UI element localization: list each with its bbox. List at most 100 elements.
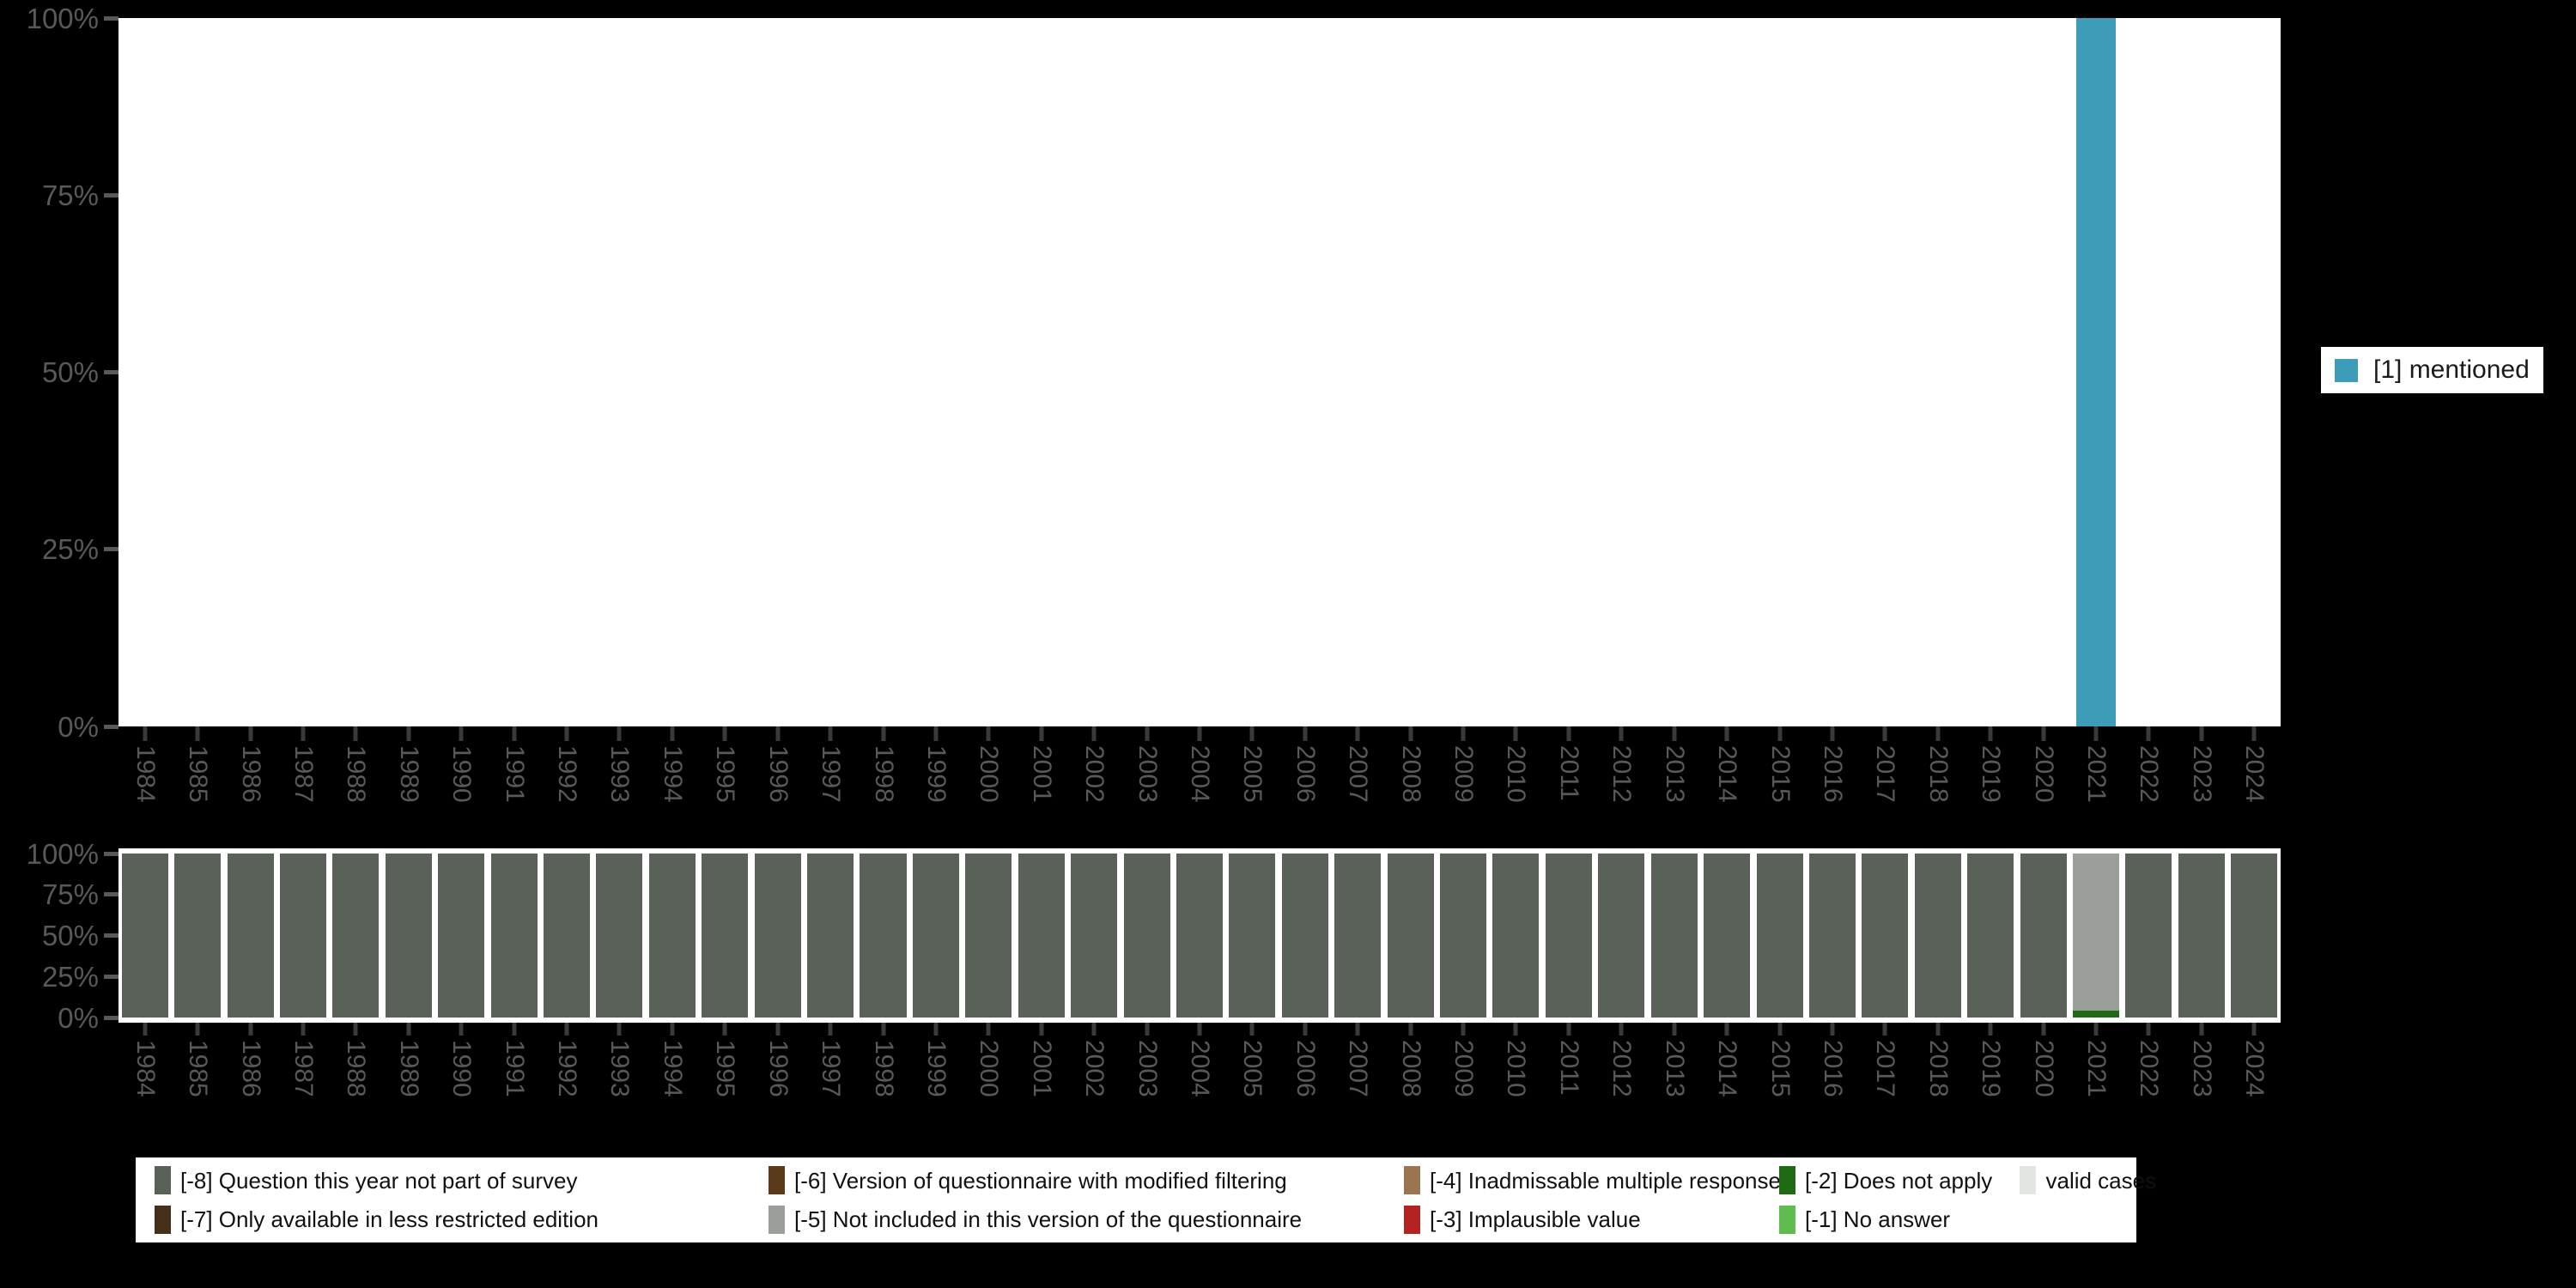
- stacked-bar-slot: [488, 854, 540, 1018]
- stacked-bar[interactable]: [648, 854, 696, 1018]
- stacked-bar[interactable]: [543, 854, 591, 1018]
- stacked-bar[interactable]: [1704, 854, 1751, 1018]
- stacked-bar-segment: [121, 854, 168, 1018]
- stacked-bar[interactable]: [2231, 854, 2278, 1018]
- legend-item[interactable]: valid cases: [2020, 1166, 2156, 1195]
- stacked-bar[interactable]: [1914, 854, 1961, 1018]
- legend-swatch: [769, 1205, 785, 1234]
- stacked-bar[interactable]: [174, 854, 222, 1018]
- y-axis-tick-label: 50%: [41, 356, 99, 388]
- stacked-bar[interactable]: [702, 854, 749, 1018]
- legend-item[interactable]: [-7] Only available in less restricted e…: [155, 1205, 598, 1234]
- stacked-bar[interactable]: [332, 854, 380, 1018]
- stacked-bar[interactable]: [1123, 854, 1170, 1018]
- stacked-bar[interactable]: [912, 854, 959, 1018]
- stacked-bar[interactable]: [1492, 854, 1540, 1018]
- stacked-bar[interactable]: [1176, 854, 1223, 1018]
- lower-x-axis-year-label: 2012: [1607, 1040, 1637, 1097]
- stacked-bar[interactable]: [1071, 854, 1118, 1018]
- x-axis-year-label: 2001: [1027, 745, 1056, 803]
- stacked-bar[interactable]: [2125, 854, 2172, 1018]
- x-axis-tick-mark: [2251, 726, 2257, 741]
- legend-item-label: [-4] Inadmissable multiple response: [1430, 1167, 1781, 1194]
- missing-values-legend[interactable]: [-8] Question this year not part of surv…: [136, 1157, 2156, 1242]
- legend-item[interactable]: [-3] Implausible value: [1404, 1205, 1641, 1234]
- stacked-bar[interactable]: [121, 854, 168, 1018]
- bar[interactable]: [2075, 18, 2117, 726]
- stacked-bar[interactable]: [1545, 854, 1592, 1018]
- legend-item[interactable]: [-2] Does not apply: [1779, 1166, 1992, 1195]
- x-axis-year-label: 2010: [1502, 745, 1531, 803]
- stacked-bar[interactable]: [2178, 854, 2225, 1018]
- stacked-bar[interactable]: [1862, 854, 1909, 1018]
- x-axis-year-label: 1991: [500, 745, 529, 803]
- x-axis-year-label: 2021: [2082, 745, 2111, 803]
- lower-x-axis-tick-mark: [1513, 1023, 1518, 1036]
- stacked-bar[interactable]: [279, 854, 326, 1018]
- stacked-bar-segment: [1281, 854, 1328, 1018]
- stacked-bar[interactable]: [385, 854, 432, 1018]
- stacked-bar-segment: [1704, 854, 1751, 1018]
- stacked-bar[interactable]: [1334, 854, 1382, 1018]
- lower-x-axis-tick-mark: [1830, 1023, 1835, 1036]
- stacked-bar[interactable]: [227, 854, 274, 1018]
- lower-x-axis-tick: 1989: [382, 1023, 434, 1126]
- lower-x-axis-tick: 1993: [593, 1023, 646, 1126]
- x-axis-tick-mark: [1145, 726, 1150, 741]
- stacked-bar[interactable]: [2020, 854, 2067, 1018]
- lower-x-axis-tick-mark: [1566, 1023, 1571, 1036]
- stacked-bar-slot: [909, 854, 962, 1018]
- stacked-bar[interactable]: [1387, 854, 1434, 1018]
- stacked-bar[interactable]: [860, 854, 907, 1018]
- stacked-bar-segment: [1492, 854, 1540, 1018]
- legend-item[interactable]: [-5] Not included in this version of the…: [769, 1205, 1302, 1234]
- stacked-bar[interactable]: [1756, 854, 1803, 1018]
- stacked-bar[interactable]: [1281, 854, 1328, 1018]
- stacked-bar[interactable]: [1967, 854, 2014, 1018]
- y-axis-tick-mark: [104, 547, 118, 552]
- legend-item[interactable]: [-4] Inadmissable multiple response: [1404, 1166, 1781, 1195]
- stacked-bar-slot: [2123, 854, 2175, 1018]
- lower-x-axis-tick-mark: [933, 1023, 939, 1036]
- x-axis-year-label: 2016: [1818, 745, 1847, 803]
- lower-x-axis-tick: 1990: [434, 1023, 487, 1126]
- x-axis-year-label: 2015: [1765, 745, 1795, 803]
- stacked-bar[interactable]: [754, 854, 801, 1018]
- stacked-bar[interactable]: [1598, 854, 1645, 1018]
- series-legend[interactable]: [1] mentioned: [2321, 347, 2543, 393]
- stacked-bar-slot: [593, 854, 646, 1018]
- x-axis-tick-mark: [1408, 726, 1413, 741]
- stacked-bar[interactable]: [1808, 854, 1856, 1018]
- lower-x-axis-year-label: 1991: [500, 1040, 529, 1097]
- legend-item[interactable]: [-1] No answer: [1779, 1205, 1950, 1234]
- lower-x-axis-year-label: 2014: [1713, 1040, 1742, 1097]
- stacked-bar[interactable]: [1229, 854, 1276, 1018]
- legend-item[interactable]: [-6] Version of questionnaire with modif…: [769, 1166, 1287, 1195]
- lower-y-axis-tick-label: 75%: [41, 878, 99, 911]
- stacked-bar-segment: [1123, 854, 1170, 1018]
- stacked-bar[interactable]: [596, 854, 643, 1018]
- x-axis-tick: 1988: [330, 726, 382, 841]
- lower-x-axis-tick-mark: [2146, 1023, 2151, 1036]
- stacked-bar[interactable]: [1440, 854, 1487, 1018]
- stacked-bar-segment: [648, 854, 696, 1018]
- stacked-bar[interactable]: [2073, 854, 2120, 1018]
- stacked-bar[interactable]: [807, 854, 854, 1018]
- x-axis-tick: 1992: [540, 726, 592, 841]
- stacked-bar-segment: [1545, 854, 1592, 1018]
- lower-x-axis-tick-mark: [195, 1023, 200, 1036]
- stacked-bar-slot: [1648, 854, 1700, 1018]
- stacked-bar[interactable]: [490, 854, 538, 1018]
- x-axis-tick: 1984: [118, 726, 171, 841]
- lower-x-axis-year-label: 2003: [1133, 1040, 1162, 1097]
- lower-x-axis-tick-mark: [881, 1023, 885, 1036]
- stacked-bar[interactable]: [1650, 854, 1698, 1018]
- stacked-bar[interactable]: [965, 854, 1012, 1018]
- lower-x-axis-tick-mark: [775, 1023, 781, 1036]
- stacked-bar[interactable]: [438, 854, 485, 1018]
- legend-item[interactable]: [-8] Question this year not part of surv…: [155, 1166, 577, 1195]
- x-axis-year-label: 1986: [236, 745, 265, 803]
- stacked-bar-slot: [646, 854, 698, 1018]
- stacked-bar[interactable]: [1018, 854, 1065, 1018]
- x-axis-tick-mark: [1461, 726, 1466, 741]
